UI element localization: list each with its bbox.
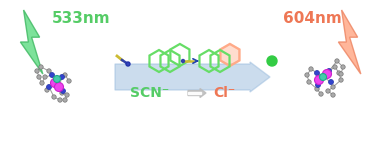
Circle shape (47, 69, 51, 73)
Polygon shape (220, 44, 239, 66)
Circle shape (305, 73, 309, 77)
Circle shape (39, 65, 43, 69)
Circle shape (328, 80, 333, 84)
Circle shape (50, 72, 54, 77)
Circle shape (309, 67, 313, 71)
Circle shape (45, 88, 49, 92)
Circle shape (37, 75, 41, 79)
Circle shape (46, 84, 51, 89)
Circle shape (331, 93, 335, 97)
Circle shape (54, 83, 64, 92)
Circle shape (327, 68, 332, 73)
Polygon shape (338, 10, 361, 74)
Circle shape (40, 81, 44, 85)
Circle shape (35, 69, 39, 73)
Circle shape (181, 60, 184, 63)
Circle shape (319, 73, 327, 80)
Circle shape (267, 56, 277, 66)
Circle shape (63, 73, 67, 77)
Circle shape (67, 79, 71, 83)
Circle shape (333, 65, 337, 69)
Circle shape (335, 59, 339, 63)
Circle shape (319, 92, 323, 96)
Circle shape (315, 87, 319, 91)
Circle shape (63, 98, 67, 102)
Polygon shape (20, 10, 43, 74)
Circle shape (316, 83, 321, 88)
Circle shape (326, 89, 330, 93)
Circle shape (339, 72, 343, 76)
Circle shape (43, 75, 47, 79)
Text: 533nm: 533nm (52, 11, 111, 26)
Circle shape (314, 71, 319, 76)
Circle shape (54, 76, 60, 83)
Circle shape (60, 91, 64, 95)
Text: SCN⁻: SCN⁻ (130, 86, 170, 100)
Circle shape (341, 65, 345, 69)
FancyArrow shape (188, 88, 206, 97)
Circle shape (322, 69, 332, 79)
Circle shape (52, 95, 56, 99)
Circle shape (314, 76, 324, 84)
Text: 604nm: 604nm (283, 11, 342, 26)
Circle shape (339, 78, 343, 82)
Circle shape (126, 62, 130, 66)
Circle shape (331, 85, 335, 89)
Circle shape (337, 71, 341, 75)
Circle shape (58, 98, 62, 102)
Text: Cl⁻: Cl⁻ (213, 86, 235, 100)
Circle shape (307, 80, 311, 84)
Circle shape (60, 88, 65, 93)
FancyArrow shape (115, 62, 270, 92)
FancyArrow shape (188, 92, 201, 94)
Circle shape (59, 75, 65, 80)
Circle shape (65, 93, 69, 97)
Circle shape (51, 79, 59, 88)
